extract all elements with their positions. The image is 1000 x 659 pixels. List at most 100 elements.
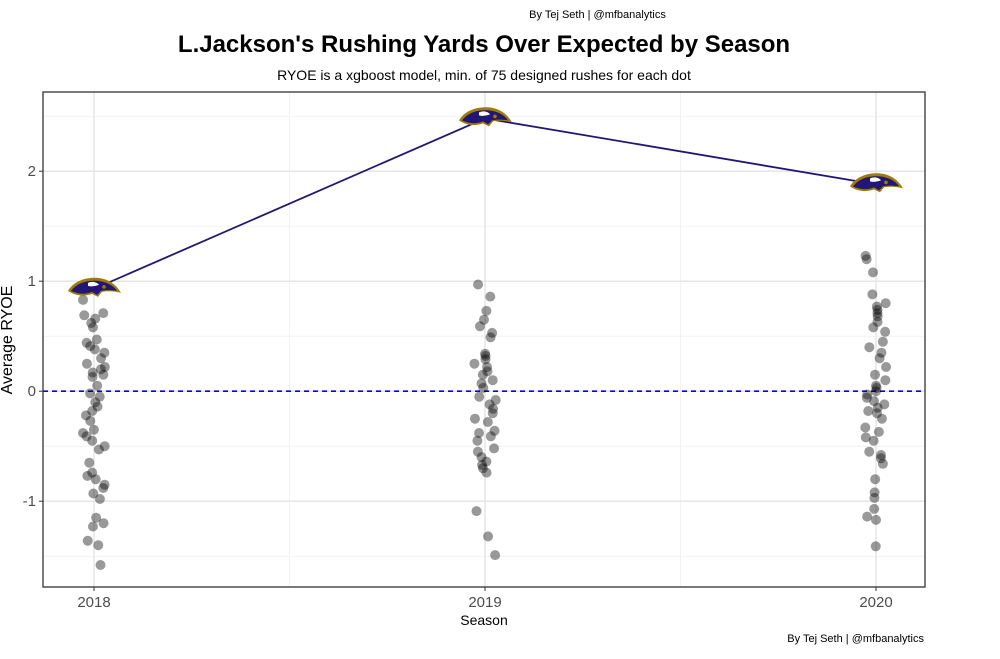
data-point — [85, 388, 96, 399]
data-point — [477, 459, 488, 470]
data-point — [869, 396, 880, 407]
data-point — [876, 347, 887, 358]
data-point — [861, 392, 872, 403]
data-point — [90, 474, 101, 485]
data-point — [472, 446, 483, 457]
plot-panel — [43, 92, 925, 587]
data-point — [88, 488, 99, 499]
data-point — [869, 492, 880, 503]
data-point — [480, 351, 491, 361]
data-point — [870, 386, 881, 397]
data-point — [873, 426, 884, 437]
ravens-logo-icon — [850, 173, 903, 193]
data-point — [875, 453, 886, 464]
data-point — [864, 342, 875, 353]
data-point — [80, 410, 91, 421]
data-point — [93, 540, 104, 551]
data-point — [473, 279, 484, 290]
data-point — [92, 380, 103, 391]
chart-title: L.Jackson's Rushing Yards Over Expected … — [177, 31, 791, 58]
data-point — [481, 305, 492, 316]
x-tick-label: 2018 — [77, 594, 110, 611]
data-point — [863, 406, 874, 416]
data-point — [482, 366, 493, 377]
data-point — [481, 456, 492, 467]
data-point — [862, 511, 873, 522]
data-point — [91, 512, 102, 523]
data-point — [870, 474, 881, 485]
data-point — [864, 446, 875, 457]
data-point — [871, 380, 882, 391]
data-point — [95, 364, 106, 375]
data-point — [879, 399, 890, 410]
data-point — [89, 344, 100, 355]
y-tick-label: 0 — [28, 383, 36, 400]
data-point — [81, 431, 92, 442]
data-point — [881, 362, 892, 372]
data-point — [870, 369, 881, 380]
x-tick-label: 2020 — [859, 594, 892, 611]
data-point — [872, 308, 883, 319]
data-point — [90, 313, 101, 324]
data-point — [99, 347, 110, 358]
data-point — [86, 318, 97, 328]
data-point — [880, 375, 891, 386]
data-point — [91, 334, 102, 345]
chart-subtitle: RYOE is a xgboost model, min. of 75 desi… — [277, 67, 691, 83]
data-point — [96, 353, 107, 364]
data-point — [880, 326, 891, 337]
data-point — [872, 304, 883, 315]
data-point — [87, 467, 98, 478]
data-point — [98, 308, 109, 319]
data-point — [78, 294, 88, 305]
data-point — [867, 289, 878, 300]
data-point — [476, 378, 487, 389]
data-point — [471, 506, 482, 517]
data-point — [98, 518, 109, 529]
data-point — [862, 389, 873, 400]
data-point — [872, 311, 883, 322]
data-point — [484, 399, 495, 410]
data-point — [87, 521, 98, 532]
data-point — [869, 487, 880, 498]
data-point — [485, 332, 496, 343]
x-tick-label: 2019 — [468, 594, 501, 611]
data-point — [481, 467, 492, 478]
data-point — [98, 483, 109, 493]
data-point — [82, 535, 93, 546]
y-tick-label: 1 — [28, 273, 36, 290]
data-point — [871, 408, 882, 419]
data-point — [81, 337, 92, 348]
data-point — [871, 301, 882, 312]
credit-bottom: By Tej Seth | @mfbanalytics — [787, 633, 924, 645]
data-point — [87, 406, 98, 416]
data-point — [871, 382, 882, 393]
data-point — [88, 424, 99, 435]
y-axis-label: Average RYOE — [0, 285, 16, 395]
data-point — [877, 458, 888, 469]
data-point — [870, 541, 881, 552]
data-point — [90, 397, 101, 408]
data-point — [474, 391, 485, 402]
data-point — [95, 560, 106, 570]
y-tick-label: -1 — [23, 493, 36, 510]
data-point — [82, 470, 93, 481]
data-point — [874, 353, 885, 364]
ravens-logo-icon — [68, 277, 121, 297]
data-point — [78, 428, 89, 438]
data-point — [87, 435, 98, 446]
data-point — [487, 327, 498, 338]
data-point — [877, 336, 888, 347]
data-point — [880, 298, 891, 309]
data-point — [487, 408, 498, 419]
data-point — [489, 443, 500, 454]
plot-border — [42, 91, 926, 588]
credit-top: By Tej Seth | @mfbanalytics — [529, 9, 666, 21]
data-point — [872, 402, 883, 413]
data-point — [482, 417, 493, 427]
ravens-logo-icon — [459, 107, 512, 127]
data-point — [487, 375, 498, 386]
data-point — [79, 310, 90, 321]
data-point — [860, 432, 871, 443]
data-point — [93, 444, 104, 455]
